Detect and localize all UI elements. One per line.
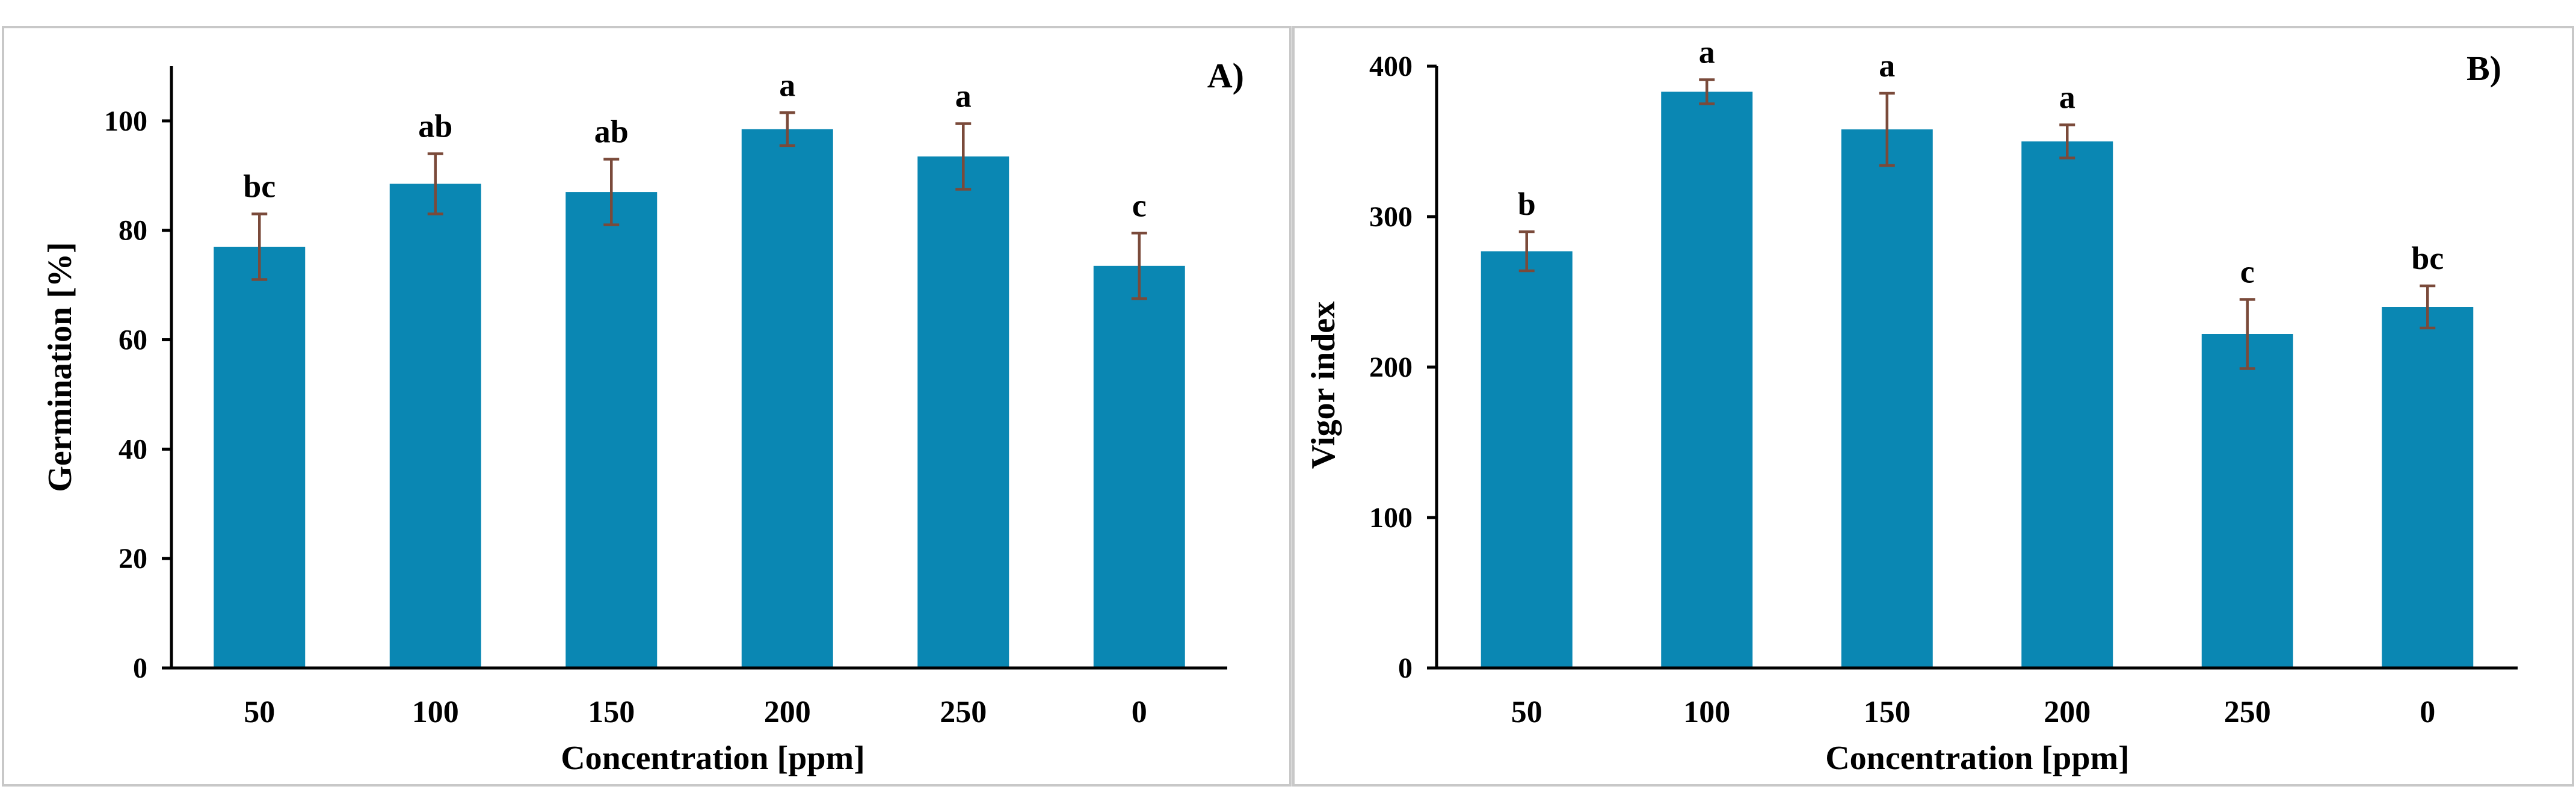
panel-b-significance-label: b [1518,186,1536,222]
panel-b-y-tick-label: 0 [1398,652,1413,684]
panel-a-x-tick-label: 50 [244,695,275,729]
panel-b-x-tick-label: 50 [1511,695,1542,729]
panel-b-significance-label: a [1879,48,1895,84]
panel-a-y-tick-label: 80 [119,215,147,247]
panel-b-x-tick-label: 250 [2224,695,2271,729]
panel-a-y-tick-label: 100 [104,105,147,137]
panel-a-significance-label: a [779,67,795,103]
panel-b-significance-label: bc [2411,240,2444,276]
panel-b-significance-label: a [1699,34,1715,70]
panel-a-y-tick-label: 40 [119,433,147,465]
panel-a-significance-label: ab [594,114,629,150]
panel-b-vigor-index: B) Concentration [ppm] Vigor index 0 100 2… [1292,26,2574,787]
panel-a-x-axis-title: Concentration [ppm] [561,740,865,777]
panel-b-bar [1481,251,1573,668]
panel-b-label: B) [2467,49,2501,88]
panel-b-bar [1661,91,1753,668]
panel-a-bar [389,184,481,668]
panel-a-germination: A) Concentration [ppm] Germination [%] 0… [2,26,1292,787]
panel-a-bar [1093,265,1185,668]
panel-b-y-tick-label: 200 [1369,351,1413,383]
panel-a-y-tick-label: 20 [119,543,147,575]
panel-b-bar [2382,307,2474,668]
panel-b-y-tick-label: 300 [1369,201,1413,233]
panel-a-x-tick-label: 100 [412,695,459,729]
panel-a-plot-area: 0 20 40 60 80 100 bc 50 ab 100 ab 150 a 200 a 250 c 0 [104,66,1227,729]
panel-a-x-tick-label: 250 [940,695,987,729]
panel-b-bar [1841,129,1933,668]
panel-b-x-tick-label: 0 [2420,695,2435,729]
panel-b-x-axis-title: Concentration [ppm] [1825,740,2130,777]
panel-a-bar [565,192,658,668]
panel-b-x-tick-label: 200 [2044,695,2091,729]
panel-b-bar [2021,141,2113,668]
panel-b-bar [2201,334,2293,668]
panel-b-significance-label: c [2240,254,2255,290]
panel-b-plot-area: 0 100 200 300 400 b 50 a 100 a 150 a 200 c 250 bc 0 [1369,34,2518,729]
panel-b-x-tick-label: 150 [1864,695,1911,729]
panel-b-y-tick-label: 100 [1369,502,1413,534]
panel-a-x-tick-label: 150 [588,695,635,729]
panel-a-y-tick-label: 0 [133,652,147,684]
panel-a-significance-label: c [1132,187,1147,223]
panel-b-significance-label: a [2059,79,2075,116]
panel-a-y-axis-title: Germination [%] [42,242,79,492]
panel-a-label: A) [1207,56,1244,95]
panel-a-bar [741,129,833,668]
panel-a-y-tick-label: 60 [119,324,147,356]
panel-a-significance-label: a [955,78,972,114]
panel-a-significance-label: ab [418,108,452,144]
panel-a-bar [917,156,1009,668]
panel-a-bar [214,247,306,668]
panel-a-x-tick-label: 200 [764,695,811,729]
panel-a-significance-label: bc [243,168,276,204]
panel-a-x-tick-label: 0 [1132,695,1147,729]
panel-b-y-tick-label: 400 [1369,51,1413,82]
panel-b-x-tick-label: 100 [1683,695,1730,729]
panel-b-y-axis-title: Vigor index [1305,301,1342,469]
